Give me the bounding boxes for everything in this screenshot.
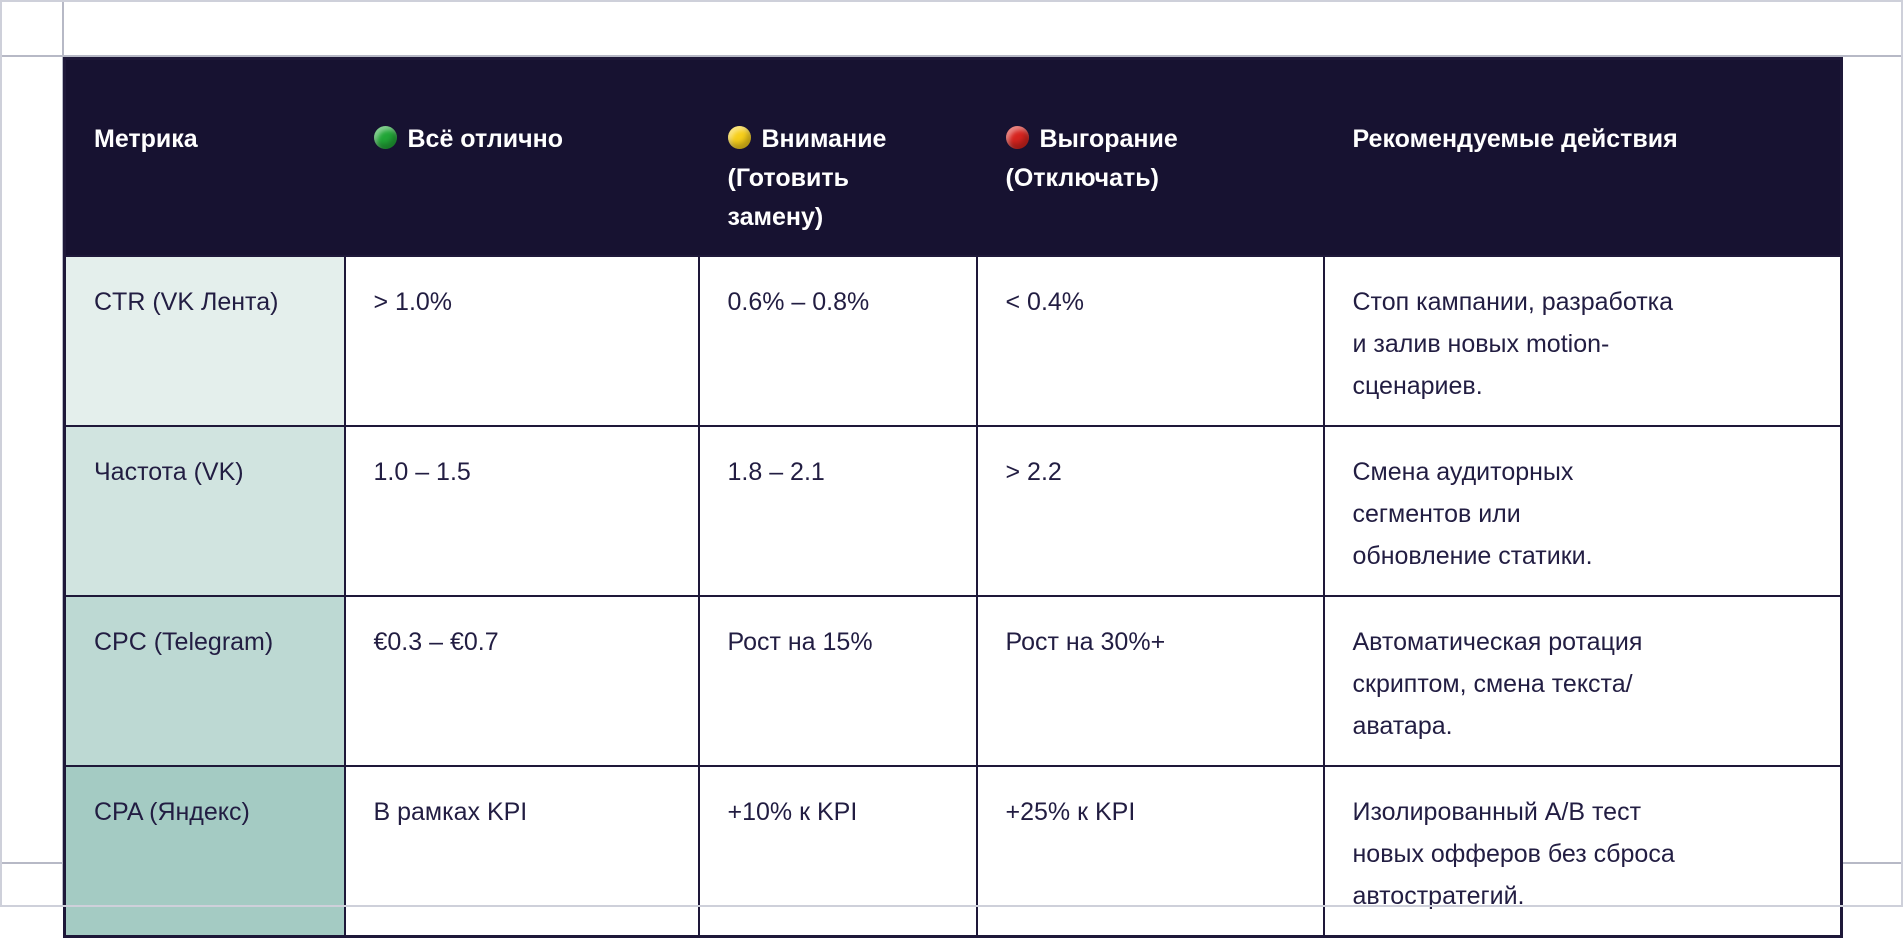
actions-cell: Смена аудиторных сегментов или обновлени… bbox=[1322, 425, 1843, 597]
ok-value-cell: €0.3 – €0.7 bbox=[343, 595, 700, 767]
actions-cell: Автоматическая ротация скриптом, смена т… bbox=[1322, 595, 1843, 767]
burnout-value-cell: > 2.2 bbox=[975, 425, 1325, 597]
header-actions-label: Рекомендуемые действия bbox=[1352, 125, 1678, 153]
header-cell-attention: Внимание (Готовить замену) bbox=[697, 57, 978, 257]
attention-value-cell: 0.6% – 0.8% bbox=[697, 255, 978, 427]
table-row-cpa: CPA (Яндекс) В рамках KPI +10% к KPI +25… bbox=[63, 765, 1843, 938]
table-row-frequency: Частота (VK) 1.0 – 1.5 1.8 – 2.1 > 2.2 С… bbox=[63, 425, 1843, 597]
metric-cell: Частота (VK) bbox=[63, 425, 346, 597]
table-header-row: Метрика Всё отлично Внимание (Готовить з… bbox=[63, 57, 1843, 257]
yellow-circle-icon bbox=[727, 126, 751, 149]
actions-cell: Стоп кампании, разработка и залив новых … bbox=[1322, 255, 1843, 427]
header-burnout-label: Выгорание (Отключать) bbox=[1005, 125, 1178, 192]
burnout-value-cell: Рост на 30%+ bbox=[975, 595, 1325, 767]
attention-value-cell: Рост на 15% bbox=[697, 595, 978, 767]
header-metric-label: Метрика bbox=[94, 125, 198, 153]
kpi-traffic-light-table: Метрика Всё отлично Внимание (Готовить з… bbox=[63, 57, 1843, 938]
burnout-value-cell: +25% к KPI bbox=[975, 765, 1325, 938]
canvas-guide-line-top bbox=[0, 55, 1903, 57]
ok-value-cell: > 1.0% bbox=[343, 255, 700, 427]
burnout-value-cell: < 0.4% bbox=[975, 255, 1325, 427]
table-row-cpc: CPC (Telegram) €0.3 – €0.7 Рост на 15% Р… bbox=[63, 595, 1843, 767]
red-circle-icon bbox=[1005, 126, 1029, 149]
header-cell-metric: Метрика bbox=[63, 57, 346, 257]
header-cell-burnout: Выгорание (Отключать) bbox=[975, 57, 1325, 257]
attention-value-cell: +10% к KPI bbox=[697, 765, 978, 938]
green-circle-icon bbox=[373, 126, 397, 149]
ok-value-cell: В рамках KPI bbox=[343, 765, 700, 938]
actions-cell: Изолированный A/B тест новых офферов без… bbox=[1322, 765, 1843, 938]
header-cell-ok: Всё отлично bbox=[343, 57, 700, 257]
header-attention-label: Внимание (Готовить замену) bbox=[727, 125, 887, 231]
table-row-ctr: CTR (VK Лента) > 1.0% 0.6% – 0.8% < 0.4%… bbox=[63, 255, 1843, 427]
ok-value-cell: 1.0 – 1.5 bbox=[343, 425, 700, 597]
header-cell-actions: Рекомендуемые действия bbox=[1322, 57, 1843, 257]
header-ok-label: Всё отлично bbox=[407, 125, 564, 153]
metric-cell: CPA (Яндекс) bbox=[63, 765, 346, 938]
attention-value-cell: 1.8 – 2.1 bbox=[697, 425, 978, 597]
metric-cell: CTR (VK Лента) bbox=[63, 255, 346, 427]
metric-cell: CPC (Telegram) bbox=[63, 595, 346, 767]
